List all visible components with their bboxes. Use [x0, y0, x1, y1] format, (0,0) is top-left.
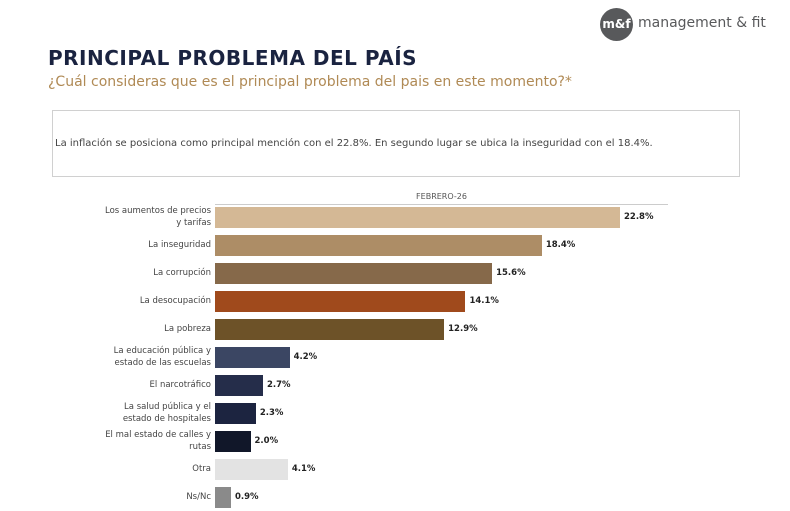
category-label: La corrupción [153, 268, 211, 278]
category-label: Los aumentos de precios y tarifas [105, 206, 211, 228]
category-label: La pobreza [164, 324, 211, 334]
category-label: El mal estado de calles y rutas [105, 430, 211, 452]
bar [215, 346, 290, 368]
bar [215, 374, 263, 396]
value-label: 18.4% [545, 240, 576, 250]
header-line [215, 204, 668, 205]
value-label: 2.0% [254, 436, 279, 446]
value-label: 2.7% [266, 380, 291, 390]
category-label: La inseguridad [148, 240, 211, 250]
bar [215, 402, 256, 424]
bar [215, 290, 466, 312]
series-label: FEBRERO-26 [416, 192, 467, 201]
chart-title: PRINCIPAL PROBLEMA DEL PAÍS [48, 46, 418, 70]
value-label: 0.9% [234, 492, 259, 502]
value-label: 15.6% [496, 268, 526, 278]
bar [215, 234, 542, 256]
category-label: La educación pública y estado de las esc… [113, 346, 211, 368]
note: La inflación se posiciona como principal… [55, 138, 653, 149]
value-label: 2.3% [259, 408, 284, 418]
bar [215, 458, 288, 480]
category-label: El narcotráfico [149, 380, 211, 390]
logo-mark: m&f [600, 8, 633, 41]
value-label: 14.1% [469, 296, 499, 306]
bar [215, 262, 493, 284]
category-label: Otra [192, 464, 211, 474]
bar [215, 318, 445, 340]
category-label: La salud pública y el estado de hospital… [122, 402, 211, 424]
category-label: La desocupación [139, 296, 211, 306]
note-box [52, 110, 740, 177]
value-label: 22.8% [624, 212, 654, 222]
logo-text: management & fit [638, 15, 766, 31]
bar [215, 486, 231, 508]
value-label: 12.9% [448, 324, 478, 334]
value-label: 4.1% [291, 464, 316, 474]
bar [215, 206, 620, 228]
value-label: 4.2% [293, 352, 318, 362]
category-label: Ns/Nc [186, 492, 211, 502]
chart-subtitle: ¿Cuál consideras que es el principal pro… [48, 74, 572, 90]
bar [215, 430, 251, 452]
